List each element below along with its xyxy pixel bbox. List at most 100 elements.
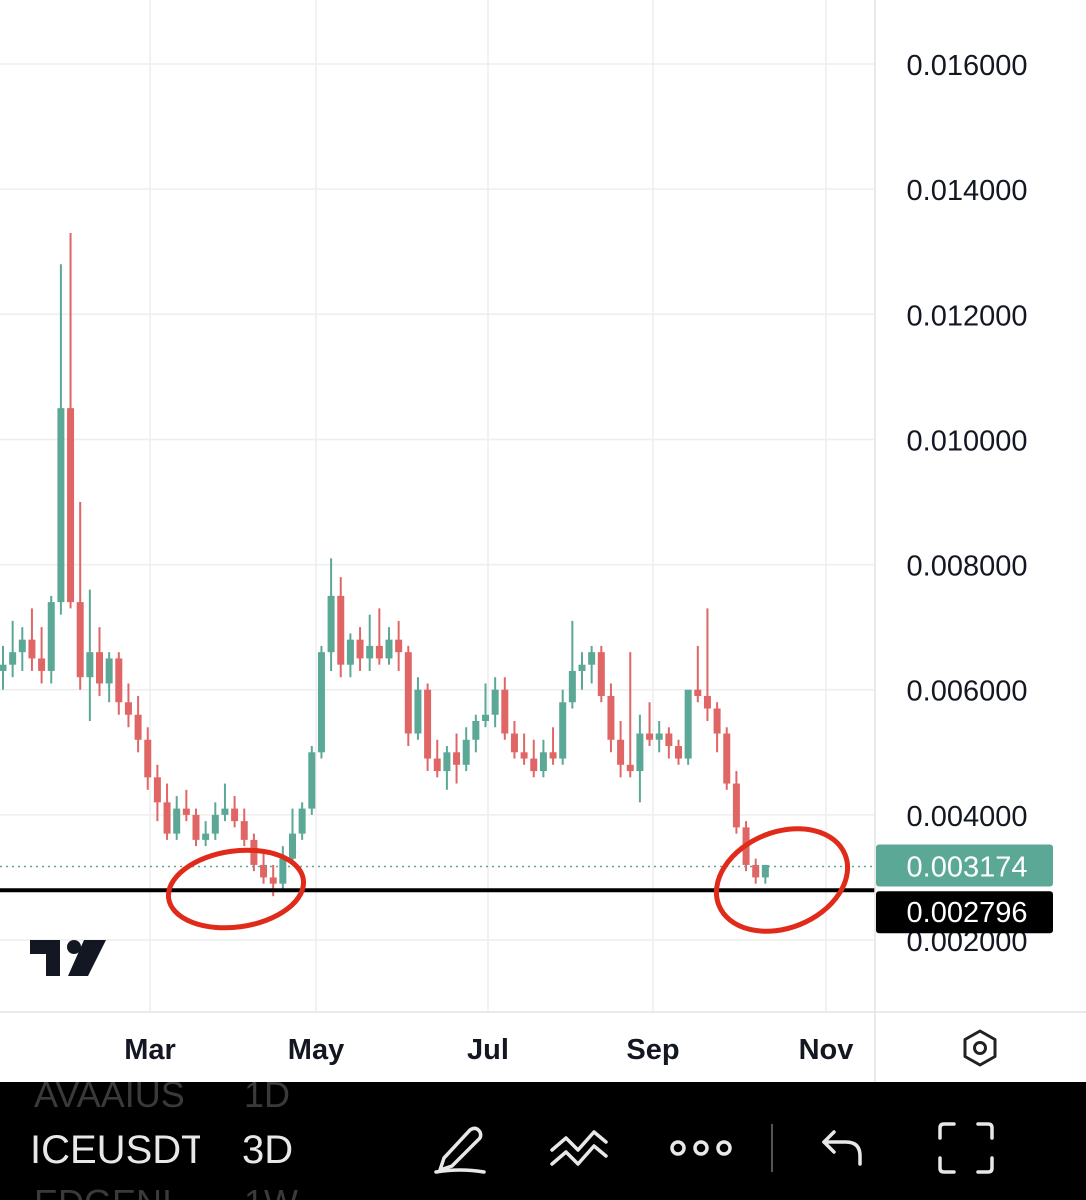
candle-body xyxy=(578,664,586,671)
symbol-next[interactable]: EDGENI xyxy=(34,1182,172,1200)
bottom-toolbar: AVAAIUS 1D ICEUSDT 3D EDGENI 1W xyxy=(0,1082,1086,1200)
candle-body xyxy=(675,746,682,759)
candle-body xyxy=(520,752,528,759)
candle xyxy=(723,727,731,790)
candle xyxy=(414,677,422,740)
candle-body xyxy=(308,752,316,809)
candle-body xyxy=(327,595,335,653)
candle-body xyxy=(491,689,499,715)
candle xyxy=(617,721,625,778)
candle xyxy=(375,608,383,665)
candle-body xyxy=(761,864,769,878)
candle-body xyxy=(67,408,75,603)
candle xyxy=(443,746,451,790)
candle xyxy=(105,652,113,703)
candle-body xyxy=(375,645,383,659)
candle xyxy=(211,802,219,840)
fullscreen-icon[interactable] xyxy=(936,1120,996,1176)
candle xyxy=(752,858,760,884)
chart-area[interactable]: 0.016000 0.014000 0.012000 0.010000 0.008000… xyxy=(0,0,1086,1082)
toolbar-divider xyxy=(771,1124,773,1172)
candle-body xyxy=(424,689,432,759)
candles xyxy=(0,232,769,897)
candle-body xyxy=(173,808,181,834)
candle-body xyxy=(182,808,190,815)
candle-body xyxy=(636,733,644,772)
hexagon-settings-icon[interactable] xyxy=(963,1029,997,1067)
candle xyxy=(153,764,161,822)
candle-body xyxy=(626,764,634,772)
price-tick-label: 0.008000 xyxy=(907,551,1028,583)
candle-body xyxy=(240,821,248,840)
interval-selector[interactable]: 3D xyxy=(242,1128,294,1172)
candle xyxy=(385,627,393,665)
candle xyxy=(38,627,46,684)
candle xyxy=(395,620,403,671)
candle xyxy=(173,796,181,840)
candle-body xyxy=(163,802,171,834)
candle xyxy=(231,796,239,828)
candle-body xyxy=(617,739,625,765)
price-tick-label: 0.012000 xyxy=(907,300,1028,332)
candle xyxy=(308,746,316,815)
candle-body xyxy=(115,658,123,703)
interval-next[interactable]: 1W xyxy=(244,1182,298,1200)
last-price-label: 0.003174 xyxy=(907,852,1028,884)
candle-body xyxy=(713,708,721,734)
candle xyxy=(9,620,17,678)
candle-body xyxy=(665,733,673,747)
time-scale[interactable]: Mar May Jul Sep Nov xyxy=(124,1034,853,1066)
candle-body xyxy=(472,721,480,740)
price-tick-label: 0.004000 xyxy=(907,801,1028,833)
annotation-circle-left xyxy=(165,847,307,931)
time-tick-label: Mar xyxy=(124,1034,176,1066)
tradingview-logo[interactable] xyxy=(30,940,106,976)
candle xyxy=(703,608,711,722)
interval-prev[interactable]: 1D xyxy=(244,1082,291,1115)
candle-body xyxy=(501,689,509,734)
candle xyxy=(501,677,509,740)
candle xyxy=(539,739,547,778)
candle xyxy=(279,846,287,890)
undo-icon[interactable] xyxy=(818,1126,868,1168)
price-scale[interactable]: 0.016000 0.014000 0.012000 0.010000 0.008000… xyxy=(876,50,1053,958)
candle xyxy=(47,595,55,684)
candle-body xyxy=(289,833,296,859)
candle-body xyxy=(356,639,364,659)
candle xyxy=(761,864,769,884)
candle-body xyxy=(279,858,287,884)
candle xyxy=(260,852,268,884)
candle xyxy=(192,808,200,847)
candle xyxy=(520,733,528,765)
candle-body xyxy=(404,652,412,734)
candle-body xyxy=(752,864,760,878)
candle xyxy=(665,727,673,759)
candle-body xyxy=(414,689,422,734)
candle xyxy=(134,695,142,753)
candle xyxy=(607,683,615,753)
candle xyxy=(0,645,7,690)
candle-body xyxy=(530,758,538,772)
candle-body xyxy=(655,733,663,740)
symbol-prev[interactable]: AVAAIUS xyxy=(34,1082,185,1115)
candle-body xyxy=(453,752,461,765)
price-tick-label: 0.006000 xyxy=(907,676,1028,708)
candle-body xyxy=(96,652,103,684)
candle xyxy=(482,683,489,728)
candle xyxy=(675,739,682,765)
candle-body xyxy=(723,733,731,784)
candle xyxy=(549,727,557,765)
candle xyxy=(453,733,461,784)
candle xyxy=(424,683,432,772)
candle-body xyxy=(549,752,557,759)
price-chart[interactable]: 0.016000 0.014000 0.012000 0.010000 0.008000… xyxy=(0,0,1086,1082)
candle-body xyxy=(433,758,441,772)
candle xyxy=(578,652,586,690)
candle xyxy=(76,502,84,690)
annotation-circle-right xyxy=(713,826,851,934)
symbol-selector[interactable]: ICEUSDT xyxy=(30,1128,200,1172)
drawing-tools-icon[interactable] xyxy=(548,1124,612,1174)
pencil-icon[interactable] xyxy=(430,1120,490,1176)
more-icon[interactable] xyxy=(668,1136,734,1160)
candle-body xyxy=(646,733,654,740)
